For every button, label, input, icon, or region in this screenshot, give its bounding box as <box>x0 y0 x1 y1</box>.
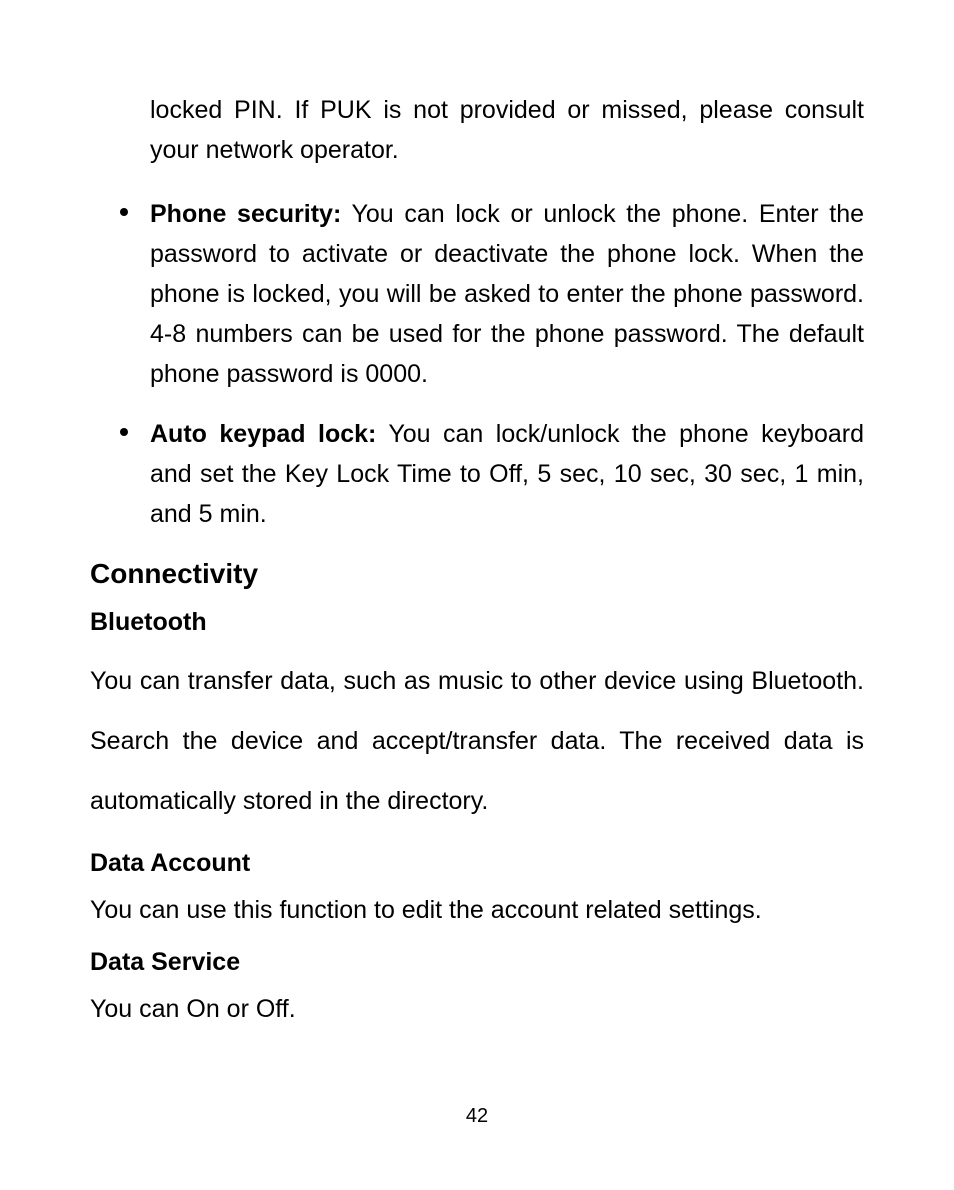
list-item: Auto keypad lock: You can lock/unlock th… <box>90 414 864 534</box>
section-heading: Connectivity <box>90 558 864 590</box>
list-item: Phone security: You can lock or unlock t… <box>90 194 864 394</box>
bullet-icon <box>120 208 128 216</box>
bullet-list: Phone security: You can lock or unlock t… <box>90 194 864 534</box>
bullet-label: Phone security: <box>150 200 341 228</box>
subsection-heading: Bluetooth <box>90 608 864 637</box>
bullet-text: You can lock or unlock the phone. Enter … <box>150 200 864 388</box>
subsection-body: You can use this function to edit the ac… <box>90 892 864 930</box>
page-number: 42 <box>0 1105 954 1128</box>
subsection-body: You can On or Off. <box>90 991 864 1029</box>
subsection-body: You can transfer data, such as music to … <box>90 651 864 831</box>
subsection-heading: Data Account <box>90 849 864 878</box>
bullet-icon <box>120 428 128 436</box>
subsection-heading: Data Service <box>90 948 864 977</box>
document-page: locked PIN. If PUK is not provided or mi… <box>0 0 954 1190</box>
bullet-label: Auto keypad lock: <box>150 420 376 448</box>
continuation-paragraph: locked PIN. If PUK is not provided or mi… <box>150 90 864 170</box>
